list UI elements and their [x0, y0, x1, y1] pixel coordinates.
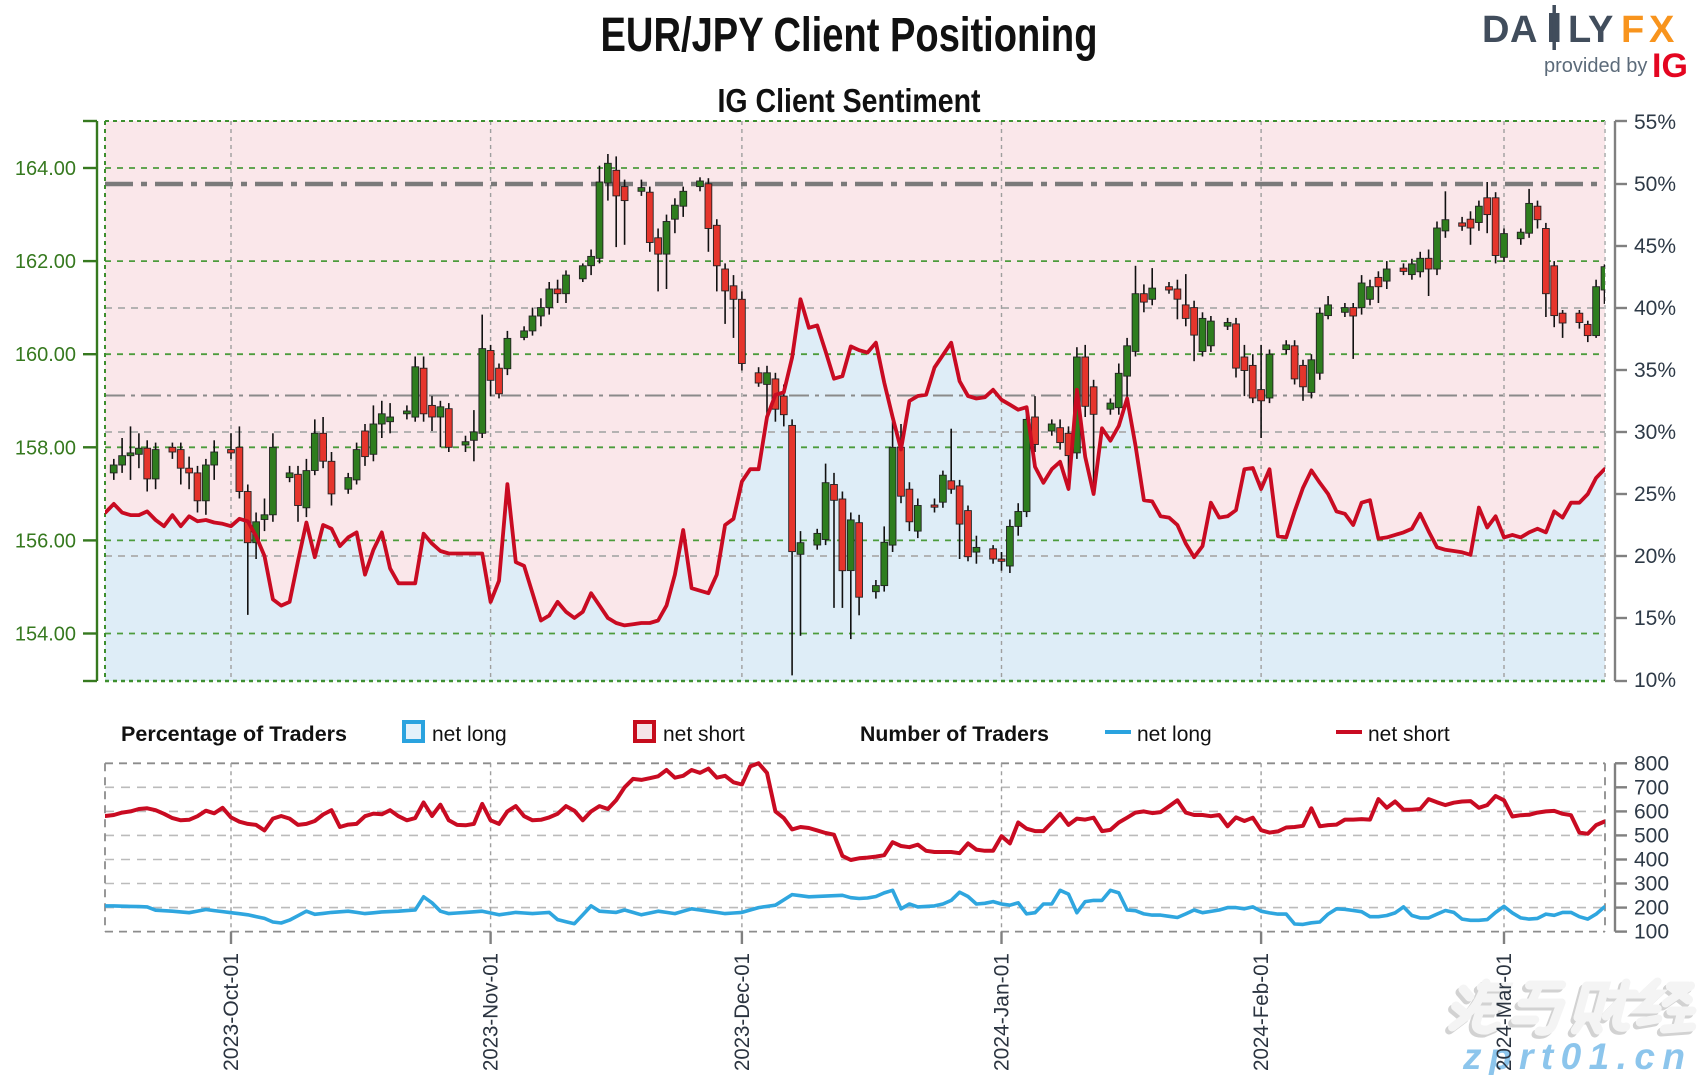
- svg-text:156.00: 156.00: [15, 530, 76, 552]
- svg-text:40%: 40%: [1634, 297, 1676, 320]
- svg-text:zprt01.cn: zprt01.cn: [1462, 1036, 1685, 1075]
- svg-text:160.00: 160.00: [15, 344, 76, 366]
- svg-text:2023-Dec-01: 2023-Dec-01: [731, 953, 754, 1071]
- svg-text:162.00: 162.00: [15, 251, 76, 273]
- svg-text:50%: 50%: [1634, 173, 1676, 196]
- svg-text:Y: Y: [1588, 9, 1613, 51]
- svg-text:IG Client Sentiment: IG Client Sentiment: [718, 82, 981, 119]
- svg-text:30%: 30%: [1634, 421, 1676, 444]
- svg-text:provided by: provided by: [1544, 55, 1647, 77]
- svg-text:net long: net long: [432, 723, 507, 746]
- svg-text:X: X: [1649, 9, 1675, 51]
- svg-text:45%: 45%: [1634, 235, 1676, 258]
- svg-text:EUR/JPY Client Positioning: EUR/JPY Client Positioning: [601, 9, 1098, 62]
- svg-text:600: 600: [1634, 800, 1669, 823]
- svg-text:2023-Oct-01: 2023-Oct-01: [220, 953, 243, 1071]
- svg-text:IG: IG: [1652, 47, 1688, 85]
- svg-text:100: 100: [1634, 921, 1669, 944]
- svg-text:164.00: 164.00: [15, 158, 76, 180]
- svg-text:10%: 10%: [1634, 669, 1676, 692]
- svg-text:2023-Nov-01: 2023-Nov-01: [480, 953, 503, 1071]
- svg-text:D: D: [1482, 9, 1509, 51]
- svg-text:2024-Feb-01: 2024-Feb-01: [1250, 953, 1273, 1071]
- svg-text:200: 200: [1634, 897, 1669, 920]
- svg-text:158.00: 158.00: [15, 437, 76, 459]
- svg-text:Number of Traders: Number of Traders: [860, 723, 1049, 746]
- svg-text:net short: net short: [663, 723, 745, 746]
- svg-text:net short: net short: [1368, 723, 1450, 746]
- svg-text:A: A: [1510, 9, 1537, 51]
- svg-text:400: 400: [1634, 849, 1669, 872]
- svg-text:300: 300: [1634, 873, 1669, 896]
- svg-text:35%: 35%: [1634, 359, 1676, 382]
- svg-text:2024-Mar-01: 2024-Mar-01: [1493, 953, 1516, 1071]
- svg-text:Percentage of Traders: Percentage of Traders: [121, 723, 347, 746]
- svg-text:25%: 25%: [1634, 483, 1676, 506]
- svg-text:700: 700: [1634, 776, 1669, 799]
- svg-text:15%: 15%: [1634, 607, 1676, 630]
- svg-text:800: 800: [1634, 752, 1669, 775]
- svg-text:2024-Jan-01: 2024-Jan-01: [991, 953, 1014, 1071]
- svg-text:154.00: 154.00: [15, 624, 76, 646]
- svg-text:500: 500: [1634, 824, 1669, 847]
- svg-text:55%: 55%: [1634, 111, 1676, 134]
- svg-text:net long: net long: [1137, 723, 1212, 746]
- svg-text:F: F: [1621, 9, 1644, 51]
- svg-text:20%: 20%: [1634, 545, 1676, 568]
- svg-text:L: L: [1568, 9, 1591, 51]
